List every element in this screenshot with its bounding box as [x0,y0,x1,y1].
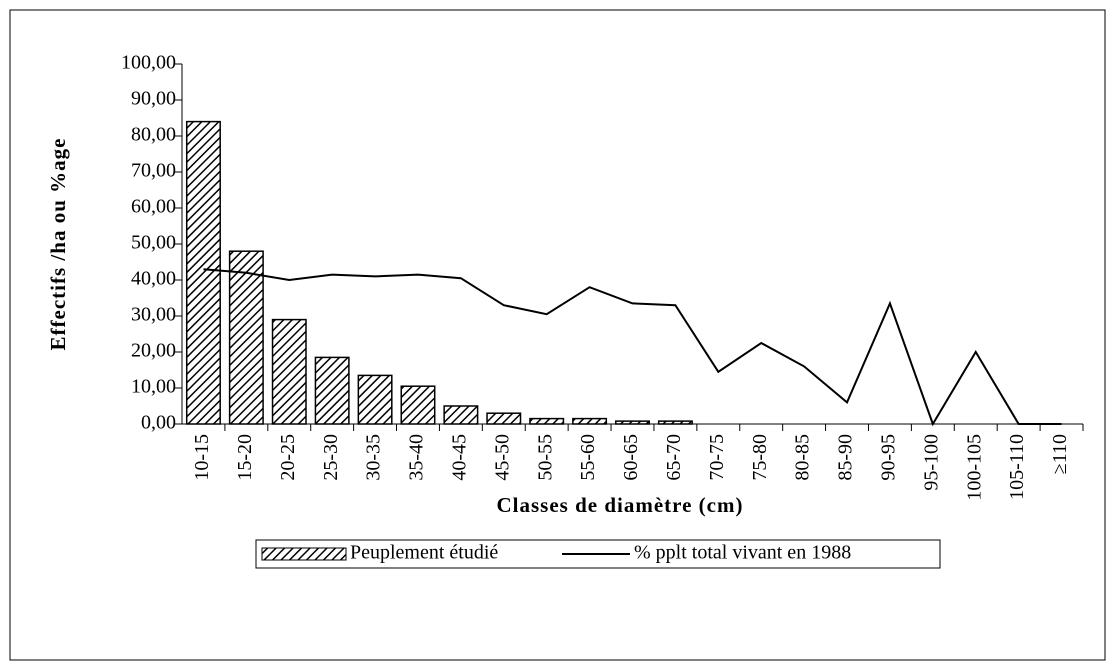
y-axis-label: Effectifs /ha ou %age [46,138,70,351]
bar [357,374,393,425]
y-tick-label: 40,00 [131,268,176,290]
bar [271,318,307,425]
x-tick-label: 75-80 [749,434,771,481]
y-tick-label: 20,00 [131,340,176,362]
bar [185,120,221,425]
bar [443,405,479,425]
x-tick-label: 35-40 [406,434,428,481]
legend-swatch [261,547,347,561]
y-tick-label: 0,00 [141,412,176,434]
x-tick-label: 45-50 [491,434,513,481]
bar [529,417,565,425]
x-tick-label: 15-20 [234,434,256,481]
bar [400,385,436,425]
y-tick-label: 30,00 [131,304,176,326]
line [203,268,1062,427]
y-tick-label: 70,00 [131,160,176,182]
y-tick-label: 60,00 [131,196,176,218]
x-tick-label: 95-100 [920,434,942,491]
x-tick-label: 40-45 [448,434,470,481]
frame [9,9,1106,661]
bar [486,412,522,425]
x-tick-label: 60-65 [620,434,642,481]
y-tick-label: 50,00 [131,232,176,254]
bar [314,356,350,425]
y-tick-label: 80,00 [131,124,176,146]
bar [228,250,264,425]
legend-label: Peuplement étudié [350,542,498,564]
x-tick-label: 30-35 [363,434,385,481]
y-tick-label: 10,00 [131,376,176,398]
x-tick-label: 25-30 [320,434,342,481]
x-tick-label: 70-75 [706,434,728,481]
legend-label: % pplt total vivant en 1988 [634,542,851,564]
x-tick-label: ≥110 [1049,434,1071,474]
x-tick-label: 55-60 [577,434,599,481]
x-tick-label: 85-90 [835,434,857,481]
x-tick-label: 20-25 [277,434,299,481]
bar [657,420,693,425]
bar [615,420,650,425]
x-axis-label: Classes de diamètre (cm) [497,493,744,517]
x-tick-label: 90-95 [878,434,900,481]
x-tick-label: 80-85 [792,434,814,481]
x-tick-label: 100-105 [963,434,985,501]
y-tick-label: 100,00 [121,52,176,74]
x-tick-label: 50-55 [534,434,556,481]
x-tick-label: 65-70 [663,434,685,481]
x-tick-label: 10-15 [191,434,213,481]
bar [572,417,608,425]
y-tick-label: 90,00 [131,88,176,110]
x-tick-label: 105-110 [1006,434,1028,500]
